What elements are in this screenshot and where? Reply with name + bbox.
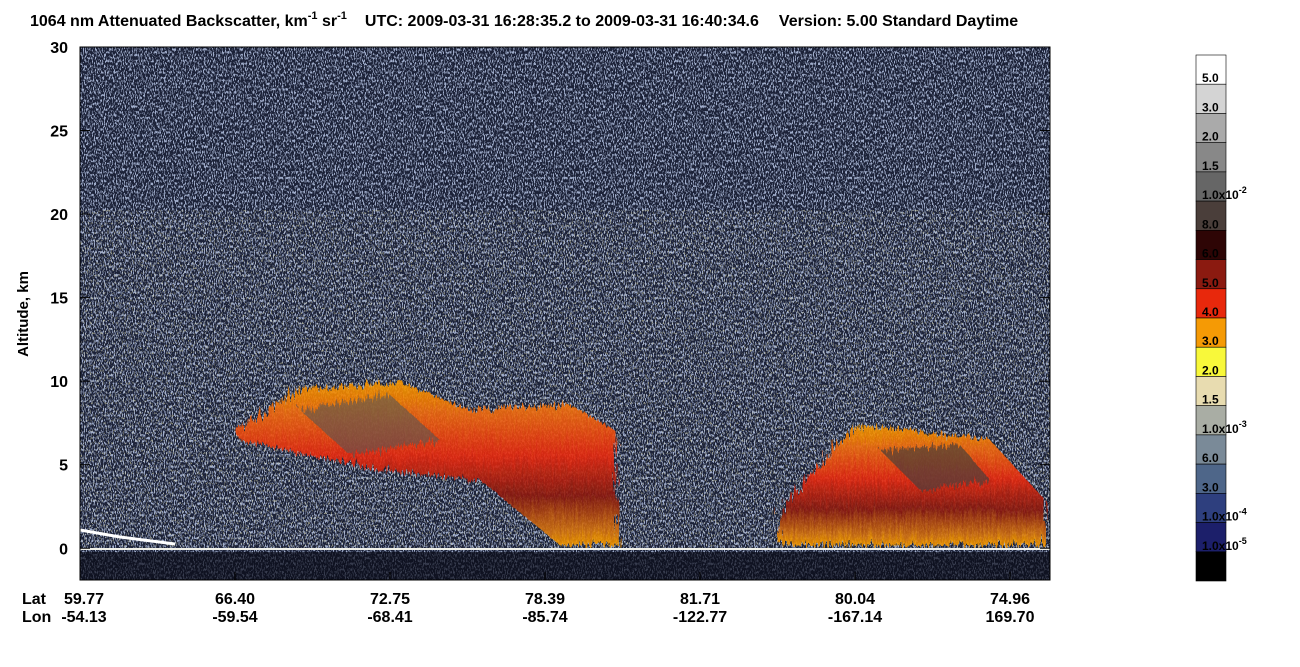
- x-tick-label: 72.75: [370, 591, 410, 608]
- colorbar-swatch: [1195, 259, 1227, 290]
- colorbar-label: 1.0x10-2: [1202, 185, 1247, 202]
- colorbar-swatch: [1195, 522, 1227, 553]
- colorbar-label: 1.5: [1202, 159, 1219, 173]
- colorbar-swatch: [1195, 288, 1227, 319]
- cloud-layer: [235, 382, 1045, 545]
- y-tick-label: 25: [50, 124, 68, 141]
- colorbar-label-base: 1.0x10: [1202, 539, 1239, 553]
- curtain: [79, 46, 1051, 581]
- y-tick-label: 20: [50, 207, 68, 224]
- colorbar-swatch: [1195, 200, 1227, 231]
- y-tick-label: 10: [50, 374, 68, 391]
- colorbar-label-base: 1.0x10: [1202, 188, 1239, 202]
- x-tick-label: -68.41: [367, 609, 412, 626]
- colorbar-label: 5.0: [1202, 71, 1219, 85]
- colorbar-label: 6.0: [1202, 247, 1219, 261]
- colorbar-swatch: [1195, 230, 1227, 260]
- colorbar-swatch: [1195, 317, 1227, 348]
- colorbar-label: 3.0: [1202, 334, 1219, 348]
- x-tick-label: -167.14: [828, 609, 882, 626]
- y-tick-label: 15: [50, 291, 68, 308]
- colorbar-label: 2.0: [1202, 130, 1219, 144]
- ground: [80, 552, 1050, 580]
- colorbar-label: 8.0: [1202, 217, 1219, 231]
- colorbar-label: 1.5: [1202, 393, 1219, 407]
- colorbar-swatch: [1195, 142, 1227, 173]
- colorbar-label: 1.0x10-5: [1202, 536, 1247, 553]
- colorbar-swatch: [1195, 376, 1227, 406]
- colorbar-label: 6.0: [1202, 451, 1219, 465]
- colorbar-swatch: [1195, 551, 1227, 582]
- y-tick-label: 5: [59, 458, 68, 475]
- surface: [79, 528, 176, 546]
- colorbar-label: 1.0x10-3: [1202, 419, 1247, 436]
- colorbar-swatch: [1195, 54, 1227, 85]
- colorbar-label-exp: -5: [1239, 536, 1247, 546]
- colorbar-swatch: [1195, 463, 1227, 494]
- colorbar-label: 5.0: [1202, 276, 1219, 290]
- colorbar-swatch: [1195, 405, 1227, 436]
- colorbar-swatch: [1195, 171, 1227, 202]
- x-tick-label: -54.13: [61, 609, 106, 626]
- colorbar-label-base: 1.0x10: [1202, 422, 1239, 436]
- colorbar-label: 4.0: [1202, 305, 1219, 319]
- y-tick-label: 0: [59, 541, 68, 558]
- x-tick-label: -122.77: [673, 609, 727, 626]
- plot-frame: [79, 46, 1051, 581]
- x-tick-label: 66.40: [215, 591, 255, 608]
- x-tick-label: 81.71: [680, 591, 720, 608]
- colorbar-label-exp: -2: [1239, 185, 1247, 195]
- colorbar-label: 3.0: [1202, 100, 1219, 114]
- colorbar-label: 3.0: [1202, 480, 1219, 494]
- y-tick-label: 30: [50, 40, 68, 57]
- colorbar-label-base: 1.0x10: [1202, 510, 1239, 524]
- colorbar-label-exp: -4: [1239, 507, 1247, 517]
- colorbar-label-exp: -3: [1239, 419, 1247, 429]
- x-tick-label: 74.96: [990, 591, 1030, 608]
- colorbar-label: 2.0: [1202, 363, 1219, 377]
- colorbar-swatch: [1195, 346, 1227, 377]
- x-tick-label: 78.39: [525, 591, 565, 608]
- x-tick-label: 59.77: [64, 591, 104, 608]
- colorbar-label: 1.0x10-4: [1202, 507, 1247, 524]
- chart-title: 1064 nm Attenuated Backscatter, km-1 sr-…: [30, 10, 1018, 30]
- y-axis-label: Altitude, km: [15, 271, 32, 357]
- colorbar-swatch: [1195, 83, 1227, 114]
- x-tick-label: 169.70: [986, 609, 1035, 626]
- x-tick-label: 80.04: [835, 591, 875, 608]
- x-row-name: Lat: [22, 591, 47, 608]
- x-row-name: Lon: [22, 609, 51, 626]
- colorbar-swatch: [1195, 434, 1227, 465]
- x-tick-label: -85.74: [522, 609, 567, 626]
- x-tick-label: -59.54: [212, 609, 257, 626]
